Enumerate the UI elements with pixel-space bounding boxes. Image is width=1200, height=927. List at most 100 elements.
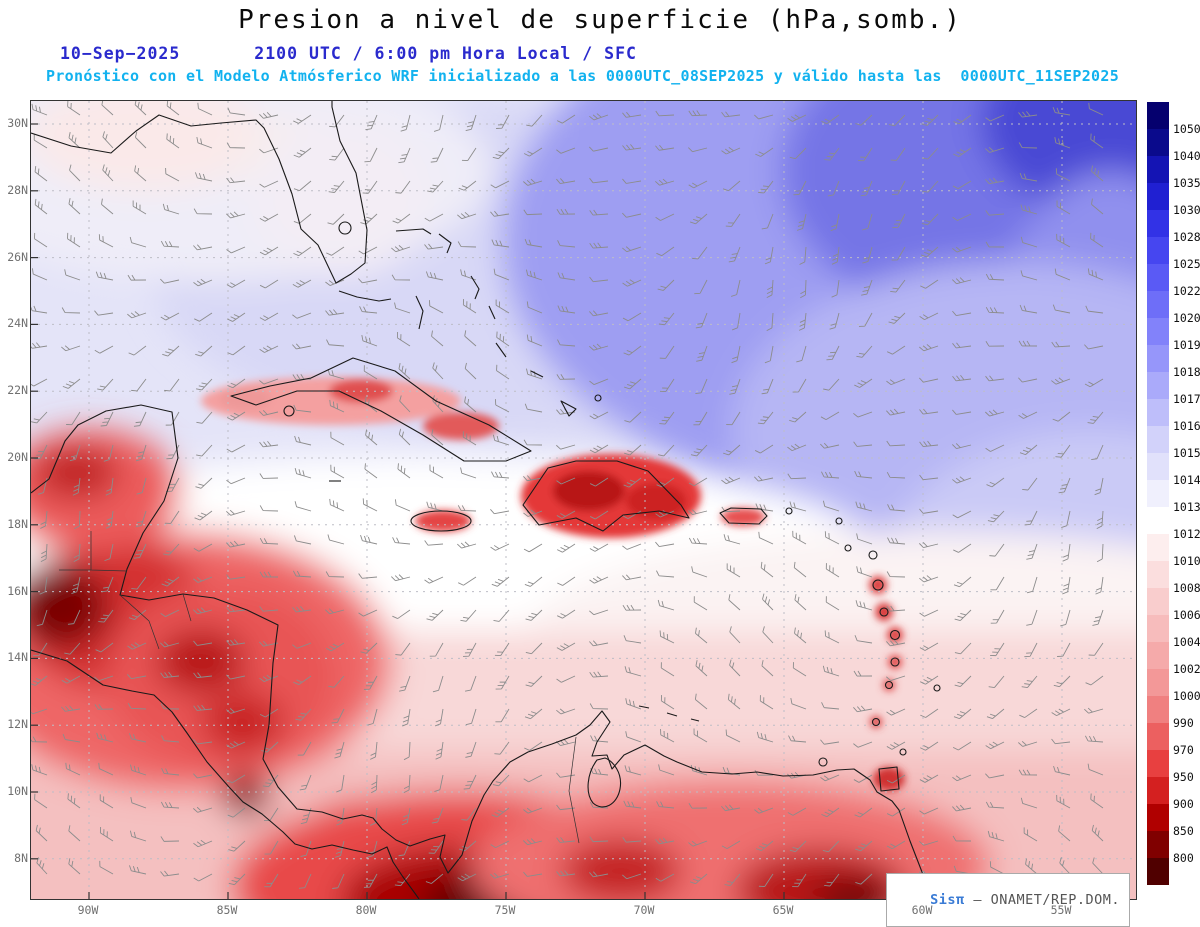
colorbar-cell [1147, 399, 1169, 426]
colorbar-tick-label: 1050 [1173, 122, 1200, 136]
lat-tick-label: 22N [7, 383, 28, 398]
colorbar-cell [1147, 291, 1169, 318]
lat-tick-label: 30N [7, 116, 28, 130]
isla-juventud [283, 405, 295, 417]
map-area [30, 100, 1137, 900]
credit-box: Sisπ — ONAMET/REP.DOM. [885, 873, 1130, 927]
colorbar-tick-label: 950 [1173, 770, 1194, 784]
colorbar-tick-label: 1022 [1173, 284, 1200, 298]
bahamas-inagua [560, 400, 577, 417]
page-title: Presion a nivel de superficie (hPa,somb.… [238, 5, 962, 35]
lat-tick-label: 20N [7, 450, 28, 464]
colorbar-tick-label: 1020 [1173, 311, 1200, 325]
lat-tick-label: 16N [7, 583, 28, 598]
lake-okeechobee [338, 221, 352, 235]
lat-tick-label: 18N [7, 516, 28, 531]
colorbar-cell [1147, 102, 1169, 129]
lon-tick-label: 70W [633, 903, 655, 917]
credit-logo: Sisπ [930, 892, 965, 908]
grid-layer [31, 101, 1136, 899]
colorbar-cell [1147, 345, 1169, 372]
bahamas-eleuthera [470, 275, 480, 300]
colorbar-tick-label: 1035 [1173, 176, 1200, 190]
colorbar-cell [1147, 804, 1169, 831]
colorbar-tick-label: 900 [1173, 797, 1194, 811]
borders-layer [59, 531, 580, 844]
lon-tick-label: 60W [911, 903, 933, 917]
coastlines-layer [31, 101, 941, 899]
lon-tick-label: 65W [772, 903, 794, 917]
colorbar-cell [1147, 156, 1169, 183]
lat-tick-label: 28N [7, 182, 28, 197]
lat-tick-label: 8N [14, 850, 28, 865]
valid-date: 10−Sep−2025 [60, 44, 181, 63]
colorbar-tick-label: 1018 [1173, 365, 1200, 379]
colorbar-tick-label: 1013 [1173, 500, 1200, 514]
colorbar-cell [1147, 534, 1169, 561]
lat-tick-label: 10N [7, 784, 28, 798]
colorbar-tick-label: 1006 [1173, 608, 1200, 622]
guadeloupe [872, 579, 884, 591]
colombia-venezuela-border [568, 736, 580, 844]
dominica [879, 607, 889, 617]
colorbar-cell [1147, 210, 1169, 237]
guatemala-borders [59, 531, 192, 650]
st-lucia [890, 657, 900, 667]
lat-tick-label: 14N [7, 650, 28, 665]
lat-tick-label: 12N [7, 717, 28, 732]
barbados [933, 684, 941, 692]
bahamas-cat [488, 305, 496, 320]
hispaniola-island [522, 460, 690, 532]
colorbar-tick-label: 1012 [1173, 527, 1200, 541]
colorbar-cell [1147, 318, 1169, 345]
colorbar-cell [1147, 858, 1169, 885]
colorbar-tick-label: 990 [1173, 716, 1194, 730]
colorbar-tick-label: 1010 [1173, 554, 1200, 568]
colorbar-cell [1147, 264, 1169, 291]
virgin-islands [785, 507, 793, 515]
colorbar-cell [1147, 129, 1169, 156]
pacific-coast [31, 649, 420, 899]
colorbar-tick-label: 1028 [1173, 230, 1200, 244]
bahamas-grand-bahama [395, 228, 432, 235]
colorbar-tick-label: 850 [1173, 824, 1194, 838]
antigua [868, 550, 878, 560]
colorbar-tick-label: 1008 [1173, 581, 1200, 595]
martinique [889, 629, 901, 641]
valid-time: 2100 UTC / 6:00 pm Hora Local / SFC [254, 44, 637, 63]
axis-ticks-layer [31, 123, 1063, 899]
colorbar-tick-label: 1000 [1173, 689, 1200, 703]
colorbar-tick-label: 1040 [1173, 149, 1200, 163]
map-svg [31, 101, 1136, 899]
colorbar-cell [1147, 588, 1169, 615]
colorbar [1147, 102, 1169, 885]
bahamas-long [495, 342, 507, 358]
date-line: 10−Sep−2025 2100 UTC / 6:00 pm Hora Loca… [60, 44, 637, 63]
gulf-coast-florida [31, 101, 368, 284]
credit-text: — ONAMET/REP.DOM. [964, 892, 1120, 908]
st-kitts [844, 544, 852, 552]
colorbar-tick-label: 1014 [1173, 473, 1200, 487]
colorbar-cell [1147, 777, 1169, 804]
lon-tick-label: 80W [355, 903, 377, 917]
colorbar-tick-label: 1016 [1173, 419, 1200, 433]
central-south-america-coast [31, 404, 931, 899]
jamaica-island [410, 510, 472, 532]
colorbar-cell [1147, 561, 1169, 588]
florida-keys [338, 290, 392, 302]
forecast-line: Pronóstico con el Modelo Atmósferico WRF… [46, 67, 1120, 85]
lat-tick-label: 26N [7, 249, 28, 264]
margarita-island [818, 757, 828, 767]
bahamas-abaco [438, 233, 452, 254]
trinidad-island [878, 766, 900, 792]
colorbar-tick-label: 970 [1173, 743, 1194, 757]
colorbar-tick-label: 1019 [1173, 338, 1200, 352]
bahamas-andros [415, 295, 424, 330]
colorbar-cell [1147, 453, 1169, 480]
colorbar-cell [1147, 723, 1169, 750]
colorbar-tick-label: 800 [1173, 851, 1194, 865]
colorbar-cell [1147, 480, 1169, 507]
grenada [871, 717, 881, 727]
colorbar-cell [1147, 696, 1169, 723]
